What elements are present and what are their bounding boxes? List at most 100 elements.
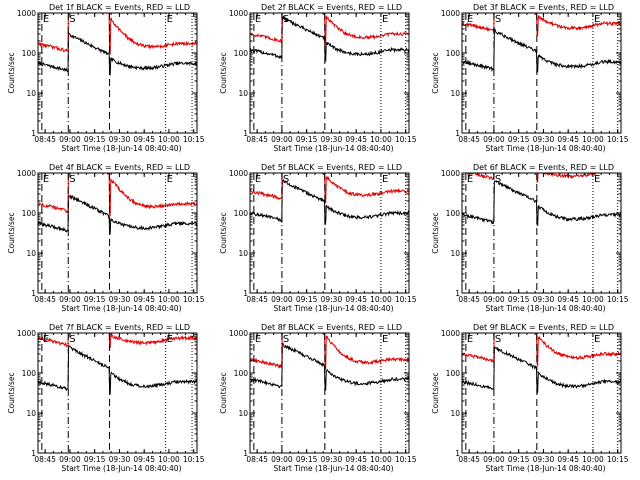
event-marker-label: E <box>255 14 261 25</box>
y-tick-label: 100 <box>22 369 37 378</box>
plot-area <box>250 173 409 226</box>
y-tick-label: 1000 <box>441 329 460 338</box>
y-tick-label: 100 <box>22 209 37 218</box>
x-axis-label: Start Time (18-Jun-14 08:40:40) <box>274 144 394 153</box>
chart-title: Det 6f BLACK = Events, RED = LLD <box>473 163 614 172</box>
x-tick-label: 10:00 <box>158 295 180 304</box>
series-line-lld <box>38 333 197 349</box>
x-tick-label: 09:30 <box>321 135 343 144</box>
event-marker-label: E <box>467 14 473 25</box>
y-tick-label: 10 <box>450 409 460 418</box>
series-line-lld <box>250 333 409 370</box>
y-tick-label: 1000 <box>229 169 248 178</box>
plot-area <box>462 333 621 394</box>
axes-frame <box>37 172 198 294</box>
y-tick-label: 10 <box>238 89 248 98</box>
y-tick-label: 1000 <box>229 329 248 338</box>
series-line-lld <box>38 173 197 217</box>
event-marker-label: E <box>167 14 173 25</box>
y-axis-label: Counts/sec <box>219 372 228 413</box>
x-tick-label: 09:00 <box>271 295 293 304</box>
series-line-lld <box>463 173 618 184</box>
axes-frame <box>249 332 410 454</box>
axes-frame <box>249 12 410 134</box>
event-marker-label: E <box>167 174 173 185</box>
x-tick-label: 09:30 <box>321 295 343 304</box>
x-axis-label: Start Time (18-Jun-14 08:40:40) <box>274 464 394 473</box>
series-line-events <box>250 179 409 226</box>
y-tick-label: 1 <box>455 449 460 458</box>
y-tick-label: 1000 <box>441 9 460 18</box>
x-axis-label: Start Time (18-Jun-14 08:40:40) <box>62 464 182 473</box>
y-tick-label: 10 <box>26 89 36 98</box>
x-tick-label: 09:00 <box>59 455 81 464</box>
x-tick-label: 10:15 <box>395 135 417 144</box>
event-marker-label: E <box>594 174 600 185</box>
x-tick-label: 09:30 <box>533 135 555 144</box>
chart-title: Det 2f BLACK = Events, RED = LLD <box>261 3 402 12</box>
x-tick-label: 09:00 <box>59 135 81 144</box>
event-marker-label: E <box>255 174 261 185</box>
plot-area <box>250 13 409 63</box>
x-tick-label: 09:15 <box>84 135 106 144</box>
event-marker-label: E <box>43 14 49 25</box>
chart-title: Det 7f BLACK = Events, RED = LLD <box>49 323 190 332</box>
x-tick-label: 09:15 <box>296 455 318 464</box>
chart-title: Det 1f BLACK = Events, RED = LLD <box>49 3 190 12</box>
axes-frame <box>37 332 198 454</box>
x-tick-label: 09:30 <box>109 455 131 464</box>
series-line-events <box>462 179 621 226</box>
chart-title: Det 5f BLACK = Events, RED = LLD <box>261 163 402 172</box>
y-tick-label: 100 <box>234 49 249 58</box>
x-axis-label: Start Time (18-Jun-14 08:40:40) <box>486 144 606 153</box>
x-tick-label: 09:15 <box>508 295 530 304</box>
y-tick-label: 100 <box>446 369 461 378</box>
y-tick-label: 100 <box>446 49 461 58</box>
x-tick-label: 10:15 <box>395 455 417 464</box>
y-tick-label: 1000 <box>441 169 460 178</box>
event-marker-label: S <box>283 334 289 345</box>
x-tick-label: 09:30 <box>321 455 343 464</box>
x-tick-label: 10:00 <box>158 455 180 464</box>
x-axis-label: Start Time (18-Jun-14 08:40:40) <box>486 304 606 313</box>
x-tick-label: 09:15 <box>508 455 530 464</box>
x-tick-label: 09:00 <box>483 295 505 304</box>
x-tick-label: 09:15 <box>84 295 106 304</box>
x-tick-label: 09:45 <box>133 455 155 464</box>
event-marker-label: S <box>495 14 501 25</box>
series-line-lld <box>250 173 409 204</box>
x-axis-label: Start Time (18-Jun-14 08:40:40) <box>62 144 182 153</box>
x-tick-label: 08:45 <box>458 135 480 144</box>
y-tick-label: 1 <box>243 449 248 458</box>
x-tick-label: 09:45 <box>557 135 579 144</box>
x-axis-label: Start Time (18-Jun-14 08:40:40) <box>274 304 394 313</box>
y-tick-label: 10 <box>450 89 460 98</box>
x-tick-label: 08:45 <box>458 455 480 464</box>
event-marker-label: S <box>495 334 501 345</box>
series-line-events <box>250 342 409 391</box>
plot-area <box>250 333 409 391</box>
y-tick-label: 1000 <box>17 329 36 338</box>
series-line-events <box>38 345 197 396</box>
event-marker-label: E <box>382 14 388 25</box>
y-tick-label: 1000 <box>229 9 248 18</box>
y-tick-label: 10 <box>26 249 36 258</box>
y-axis-label: Counts/sec <box>219 52 228 93</box>
axes-frame <box>37 12 198 134</box>
y-axis-label: Counts/sec <box>431 212 440 253</box>
plot-area <box>38 13 197 76</box>
x-tick-label: 10:00 <box>370 135 392 144</box>
x-tick-label: 09:45 <box>345 135 367 144</box>
event-marker-label: S <box>283 174 289 185</box>
event-marker-label: E <box>467 334 473 345</box>
event-marker-label: S <box>69 14 75 25</box>
event-marker-label: S <box>283 14 289 25</box>
series-line-events <box>462 27 621 75</box>
y-axis-label: Counts/sec <box>7 212 16 253</box>
x-tick-label: 10:00 <box>370 455 392 464</box>
y-tick-label: 100 <box>22 49 37 58</box>
x-tick-label: 10:15 <box>607 135 629 144</box>
x-tick-label: 09:15 <box>508 135 530 144</box>
